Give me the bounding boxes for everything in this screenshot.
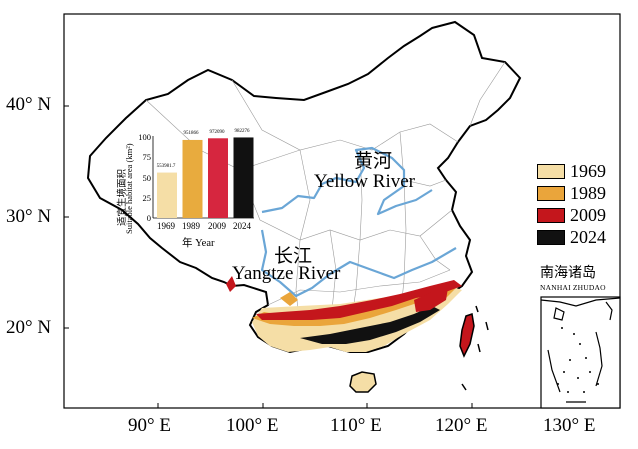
lon-label-120: 120° E: [435, 415, 488, 436]
legend-item-1989: 1989: [537, 182, 606, 203]
bar-tick-25: 25: [142, 193, 152, 203]
lon-label-130: 130° E: [543, 415, 596, 436]
bar-1969: [157, 172, 177, 218]
inset-title: 南海诸岛: [540, 266, 596, 281]
taiwan-island: [459, 313, 475, 358]
bar-category-2009: 2009: [208, 221, 226, 231]
legend-swatch: [537, 163, 565, 179]
bar-tick-50: 50: [142, 173, 152, 183]
lat-label-20: 20° N: [6, 317, 52, 338]
yellow-river-line: [261, 146, 433, 216]
inset-islands: [557, 327, 599, 393]
legend-label: 2009: [570, 204, 606, 225]
habitat-bands: [226, 276, 462, 352]
lat-label-30: 30° N: [6, 206, 52, 227]
bar-1989: [182, 139, 203, 218]
legend-item-2024: 2024: [537, 226, 606, 247]
bar-value-label-1989: 951866: [183, 131, 199, 136]
bar-tick-0: 0: [146, 213, 151, 223]
bar-tick-100: 100: [138, 132, 151, 142]
lon-label-100: 100° E: [226, 415, 279, 436]
bar-chart-xlabel: 年 Year: [182, 238, 215, 249]
legend-swatch: [537, 185, 565, 201]
yangtze-river-label-cn: 长江: [274, 246, 313, 267]
inset-subtitle: NANHAI ZHUDAO: [540, 283, 606, 292]
bar-value-label-1969: 553981.7: [156, 164, 176, 169]
bar-category-1989: 1989: [182, 221, 200, 231]
bar-tick-75: 75: [142, 152, 152, 162]
yellow-river-label-cn: 黄河: [354, 151, 393, 172]
bar-value-label-2024: 982276: [234, 129, 250, 134]
lat-label-40: 40° N: [6, 94, 52, 115]
bar-category-1969: 1969: [157, 221, 175, 231]
legend-swatch: [537, 229, 565, 245]
lon-label-110: 110° E: [330, 415, 382, 436]
inset-frame: [540, 296, 621, 409]
yellow-river-label-en: Yellow River: [314, 171, 415, 192]
legend-swatch: [537, 207, 565, 223]
bar-2009: [208, 138, 228, 218]
bar-2024: [233, 137, 254, 218]
bar-value-label-2009: 972090: [209, 130, 225, 135]
legend-item-2009: 2009: [537, 204, 606, 225]
legend-label: 1989: [570, 182, 606, 203]
legend-label: 1969: [570, 160, 606, 181]
yangtze-river-line: [260, 229, 457, 298]
river-lines: [260, 146, 457, 298]
hainan-island: [349, 371, 377, 393]
bar-category-2024: 2024: [233, 221, 251, 231]
legend-label: 2024: [570, 226, 606, 247]
legend-item-1969: 1969: [537, 160, 606, 181]
sea-dashes: [461, 305, 489, 391]
bar-chart: [152, 136, 254, 219]
yangtze-river-label-en: Yangtze River: [232, 263, 341, 284]
map-frame: [63, 13, 621, 409]
lon-label-90: 90° E: [128, 415, 171, 436]
